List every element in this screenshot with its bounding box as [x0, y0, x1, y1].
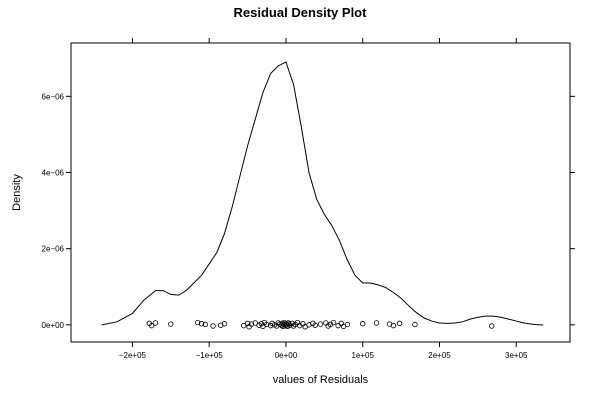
y-axis-left: 0e+00 2e−06 4e−06 6e−06 — [42, 92, 71, 330]
residual-point — [258, 321, 265, 327]
density-curve — [101, 61, 544, 326]
y-tick-label: 0e+00 — [42, 321, 65, 330]
x-axis-bottom: −2e+05 −1e+05 0e+00 1e+05 2e+05 3e+05 — [119, 342, 528, 360]
residual-point — [330, 319, 337, 326]
residual-point — [312, 322, 318, 328]
residual-point — [412, 321, 418, 328]
residual-point — [241, 322, 247, 329]
residual-point — [317, 321, 324, 327]
residual-point — [390, 322, 397, 329]
y-tick-label: 6e−06 — [42, 92, 65, 101]
residual-point — [396, 320, 403, 327]
residual-point — [210, 323, 216, 329]
residual-point — [360, 321, 366, 327]
y-axis-label: Density — [11, 174, 23, 211]
residual-point — [286, 321, 292, 327]
y-tick-label: 4e−06 — [42, 169, 65, 178]
chart-title: Residual Density Plot — [234, 5, 368, 20]
residual-point — [264, 321, 270, 328]
residual-point — [290, 323, 297, 329]
residual-point — [202, 321, 209, 328]
x-tick-label: 1e+05 — [351, 351, 374, 360]
x-tick-label: −1e+05 — [196, 351, 224, 360]
residual-point — [194, 319, 201, 326]
x-tick-label: 0e+00 — [275, 351, 298, 360]
y-tick-label: 2e−06 — [42, 245, 65, 254]
residual-point — [338, 320, 344, 327]
residual-point — [221, 321, 228, 327]
residual-point — [335, 322, 341, 329]
residual-points — [146, 319, 495, 330]
residual-point — [168, 321, 174, 327]
x-tick-label: −2e+05 — [119, 351, 147, 360]
residual-point — [373, 320, 380, 326]
residual-point — [252, 320, 258, 326]
residual-point — [489, 323, 495, 329]
residual-point — [152, 320, 159, 326]
y-axis-right — [570, 95, 575, 326]
residual-point — [344, 321, 351, 328]
x-tick-label: 2e+05 — [428, 351, 451, 360]
x-tick-label: 3e+05 — [505, 351, 528, 360]
residual-point — [248, 321, 255, 327]
residual-point — [148, 322, 155, 329]
plot-frame — [70, 42, 571, 343]
residual-point — [244, 320, 251, 327]
x-axis-label: values of Residuals — [273, 374, 369, 386]
residual-point — [289, 320, 295, 327]
x-axis-top — [131, 38, 517, 43]
residual-point — [323, 320, 329, 326]
residual-point — [198, 321, 205, 327]
